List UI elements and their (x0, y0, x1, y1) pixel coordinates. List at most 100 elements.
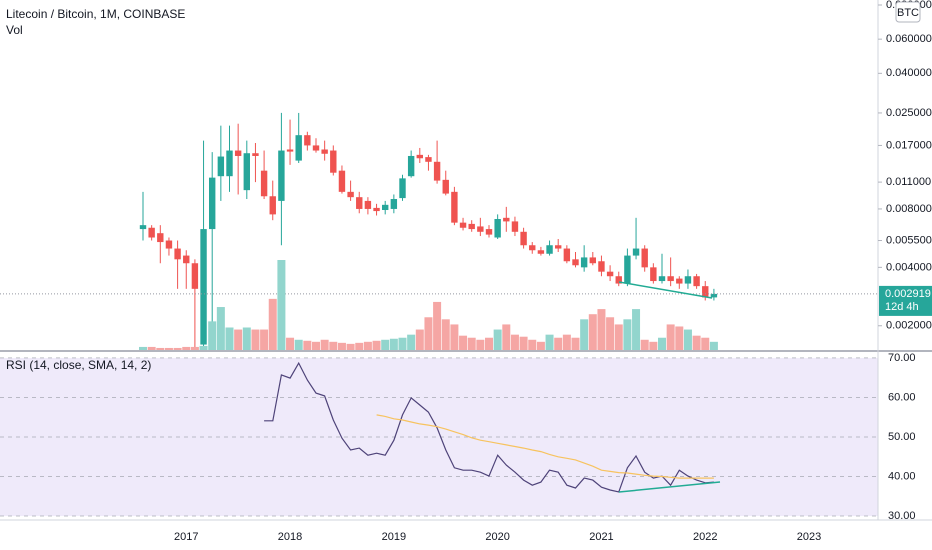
candle-body (451, 191, 458, 223)
volume-bar (208, 321, 217, 350)
y-tick-label: 0.040000 (886, 67, 932, 79)
volume-bar (173, 347, 182, 350)
x-tick-label: 2023 (797, 531, 821, 543)
candle-body (252, 153, 259, 156)
volume-bar (320, 339, 329, 350)
volume-bar (147, 346, 156, 350)
volume-bar (632, 309, 641, 350)
candle-body (278, 150, 285, 201)
volume-bar (355, 342, 364, 350)
candle-body (650, 267, 657, 282)
candle-body (312, 145, 320, 151)
volume-bar (242, 327, 251, 350)
volume-bar (337, 342, 346, 350)
volume-bar (381, 339, 390, 350)
volume-bar (286, 337, 295, 350)
volume-bar (372, 340, 381, 350)
y-tick-label: 40.00 (888, 470, 916, 482)
candle-body (260, 170, 268, 197)
candle-body (139, 225, 147, 230)
candle-body (286, 149, 294, 152)
candle-body (580, 257, 588, 268)
candle-body (295, 135, 302, 161)
y-tick-label: 0.002000 (886, 320, 932, 332)
volume-bar (614, 324, 623, 350)
candle-body (477, 226, 484, 232)
candle-body (494, 219, 501, 238)
candle-body (243, 153, 250, 191)
volume-bar (510, 334, 519, 350)
candle-body (511, 221, 519, 232)
candle-body (234, 150, 242, 156)
y-tick-label: 70.00 (888, 352, 916, 364)
candle-body (226, 150, 233, 177)
candle-body (684, 276, 692, 284)
volume-bar (485, 337, 493, 350)
volume-bar (519, 336, 528, 350)
x-tick-label: 2020 (485, 531, 509, 543)
candle-body (606, 271, 614, 277)
y-tick-label: 0.005500 (886, 234, 932, 246)
rsi-line (264, 361, 714, 493)
candle-body (425, 157, 432, 162)
x-tick-label: 2022 (693, 531, 717, 543)
candle-body (632, 248, 640, 256)
candle-body (399, 178, 406, 199)
volume-bar (312, 341, 320, 350)
y-tick-label: 60.00 (888, 391, 916, 403)
volume-bar (545, 334, 554, 350)
volume-bar (225, 327, 234, 350)
currency[interactable]: BTC (897, 7, 919, 19)
candle-body (304, 135, 311, 146)
volume-bar (606, 317, 615, 350)
candle-body (485, 229, 493, 235)
volume-bar (467, 337, 476, 350)
volume-bar (562, 334, 571, 350)
candle-body (200, 229, 207, 345)
candle-body (589, 257, 596, 264)
trend-line (618, 281, 713, 299)
volume-bar (268, 298, 277, 350)
volume-bar (389, 338, 398, 350)
volume-bar (675, 326, 684, 350)
currency-box[interactable] (895, 1, 921, 23)
volume-bar (251, 329, 260, 350)
volume-bar (407, 334, 416, 350)
y-tick-label: 0.025000 (886, 107, 932, 119)
candle-body (598, 261, 605, 272)
volume-bar (597, 309, 606, 350)
volume-bar (329, 341, 338, 350)
volume-bar (156, 347, 165, 350)
volume-bar (260, 329, 269, 350)
last-price-box (879, 285, 932, 316)
candle-body (442, 179, 449, 194)
candle-body (529, 245, 536, 251)
volume-bar (398, 337, 407, 350)
candle-body (174, 248, 181, 260)
volume-bar (441, 319, 450, 350)
candle-body (330, 150, 337, 173)
price-pane (0, 112, 878, 350)
candle-body (209, 177, 216, 230)
volume-bar (459, 335, 468, 350)
volume-bar (649, 341, 658, 350)
volume-bar (216, 307, 225, 350)
volume-bar (199, 345, 208, 350)
volume-bar (640, 339, 649, 350)
volume-bar (164, 347, 173, 350)
trend-line (618, 481, 721, 493)
x-tick-label: 2018 (278, 531, 302, 543)
volume-bar (303, 340, 312, 350)
candle-body (191, 263, 199, 289)
candle-body (520, 231, 527, 246)
volume-title: Vol (6, 23, 23, 37)
y-tick-label: 50.00 (888, 431, 916, 443)
candle-body (546, 245, 553, 254)
candle-body (382, 204, 389, 211)
candle-body (615, 276, 622, 284)
candle-body (321, 149, 328, 154)
countdown: 12d 4h (885, 301, 919, 313)
x-tick-label: 2019 (382, 531, 406, 543)
candle-body (702, 286, 709, 298)
